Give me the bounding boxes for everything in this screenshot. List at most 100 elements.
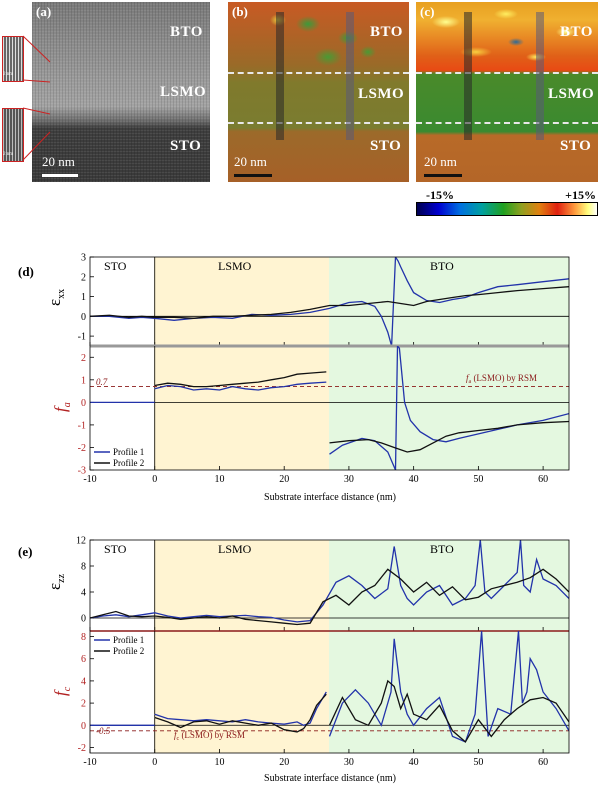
stem-inset-top-scale: 2 nm bbox=[3, 72, 14, 77]
strain-ezz-scale-bar bbox=[424, 174, 462, 177]
e_bottom-xtick-label: 50 bbox=[473, 757, 483, 768]
panel-e-label: (e) bbox=[18, 544, 32, 559]
chart-e-bto-label: BTO bbox=[430, 542, 454, 556]
chart-e-bottom-lines bbox=[90, 631, 569, 743]
d_top-ytick-label: 2 bbox=[81, 272, 86, 283]
chart-e-frame bbox=[89, 539, 570, 754]
chart-e-ref-value: -0.5 bbox=[96, 726, 111, 736]
stem-sto-label: STO bbox=[170, 138, 202, 154]
strain-map-ezz-texture bbox=[416, 2, 598, 72]
profile-2-arrow-b bbox=[346, 12, 354, 140]
strain-map-ezz-interface-bottom bbox=[416, 122, 598, 124]
strain-ezz-scale-label: 20 nm bbox=[424, 154, 457, 169]
e_bottom-xtick-label: 20 bbox=[279, 757, 289, 768]
e_top-ytick-label: 4 bbox=[81, 588, 86, 599]
d_top-ytick-label: -1 bbox=[78, 332, 86, 343]
e_bottom-xtick-label: 30 bbox=[344, 757, 354, 768]
d_bottom-xtick-label: 0 bbox=[152, 474, 157, 485]
strain-ezz-lsmo-label: LSMO bbox=[548, 86, 595, 102]
strain-exx-bto-label: BTO bbox=[370, 24, 403, 40]
stem-inset-connectors bbox=[22, 35, 51, 161]
e_top-series-profile-1 bbox=[90, 540, 569, 623]
e_top-ytick-label: 12 bbox=[76, 536, 86, 547]
e_bottom-xtick-label: 10 bbox=[214, 757, 224, 768]
strain-map-ezz-interface-top bbox=[416, 72, 598, 74]
d_bottom-ytick-label: 0 bbox=[81, 398, 86, 409]
legend-d-profile-2: Profile 2 bbox=[113, 458, 144, 468]
legend-e-profile-1: Profile 1 bbox=[113, 635, 144, 645]
strain-exx-lsmo-label: LSMO bbox=[358, 86, 405, 102]
e_top-ytick-label: 0 bbox=[81, 614, 86, 625]
d_bottom-series-profile-2 bbox=[154, 371, 327, 388]
stem-image bbox=[32, 2, 210, 182]
d_bottom-ytick-label: 2 bbox=[81, 353, 86, 364]
strain-ezz-sto-label: STO bbox=[560, 138, 592, 154]
d_bottom-series-profile-1 bbox=[329, 346, 569, 470]
chart-d-lsmo-region bbox=[154, 257, 329, 470]
chart-e-sto-label: STO bbox=[104, 542, 127, 556]
chart-d-bottom-lines bbox=[90, 346, 569, 470]
chart-d-lsmo-label: LSMO bbox=[218, 259, 252, 273]
e_bottom-ytick-label: 8 bbox=[81, 632, 86, 643]
profile-1-arrow-c bbox=[464, 12, 472, 140]
strain-map-exx-panel: (b) BTO LSMO STO 20 nm bbox=[228, 2, 409, 182]
strain-map-ezz-panel: (c) BTO LSMO STO 20 nm bbox=[416, 2, 598, 182]
d_bottom-xtick-label: 40 bbox=[409, 474, 419, 485]
d_bottom-xtick-label: 60 bbox=[538, 474, 548, 485]
d_top-ytick-label: 3 bbox=[81, 253, 86, 264]
chart-e-lsmo-region bbox=[154, 540, 329, 753]
e_top-series-profile-2 bbox=[90, 568, 569, 626]
chart-d-bto-label: BTO bbox=[430, 259, 454, 273]
chart-e-ref-text: fc (LSMO) by RSM bbox=[174, 730, 245, 742]
panel-d-label: (d) bbox=[18, 264, 34, 279]
strain-map-exx-interface-top bbox=[228, 72, 409, 74]
d_bottom-xtick-label: 20 bbox=[279, 474, 289, 485]
chart-e-bottom-axes: -2 0 2 4 6 8 -10 0 10 20 30 40 50 60 bbox=[78, 631, 569, 768]
strain-colorbar: -15% +15% bbox=[416, 188, 598, 218]
chart-d-frame bbox=[89, 256, 570, 471]
d_bottom-ytick-label: -2 bbox=[78, 443, 86, 454]
chart-d-bto-region bbox=[329, 257, 569, 470]
stem-lsmo-label: LSMO bbox=[160, 84, 207, 100]
profile-1-arrow-b bbox=[276, 12, 284, 140]
d_bottom-xtick-label: 30 bbox=[344, 474, 354, 485]
d_bottom-series-profile-1 bbox=[154, 381, 327, 391]
chart-e-xlabel: Substrate interface distance (nm) bbox=[264, 773, 396, 784]
chart-e-top-ylabel: εzz bbox=[45, 573, 67, 590]
colorbar-min-label: -15% bbox=[426, 188, 454, 202]
strain-ezz-bto-label: BTO bbox=[560, 24, 593, 40]
legend-e-profile-2: Profile 2 bbox=[113, 646, 144, 656]
d_bottom-xtick-label: 50 bbox=[473, 474, 483, 485]
e_bottom-ytick-label: 4 bbox=[81, 676, 86, 687]
d_top-series-profile-2 bbox=[90, 286, 569, 319]
e_bottom-ytick-label: 6 bbox=[81, 654, 86, 665]
chart-d-ref-text: fa (LSMO) by RSM bbox=[466, 373, 537, 385]
e_bottom-series-profile-2 bbox=[328, 679, 569, 743]
stem-scale-bar bbox=[42, 174, 78, 177]
d_bottom-ytick-label: -1 bbox=[78, 420, 86, 431]
e_top-ytick-label: 8 bbox=[81, 562, 86, 573]
chart-d-ref-value: 0.7 bbox=[96, 377, 108, 387]
stem-scale-label: 20 nm bbox=[42, 154, 75, 169]
chart-e-legend: Profile 1 Profile 2 bbox=[94, 635, 144, 656]
profile-2-arrow-c bbox=[536, 12, 544, 140]
chart-e-bottom-ylabel: fc bbox=[51, 686, 73, 696]
e_bottom-xtick-label: 0 bbox=[152, 757, 157, 768]
panel-b-label: (b) bbox=[232, 4, 248, 19]
strain-map-exx-green-patches bbox=[228, 2, 409, 72]
e_bottom-series-profile-2 bbox=[154, 693, 327, 733]
chart-d-xlabel: Substrate interface distance (nm) bbox=[264, 492, 396, 503]
panel-a-label: (a) bbox=[36, 4, 52, 19]
d_bottom-xtick-label: 10 bbox=[214, 474, 224, 485]
strain-map-exx-interface-bottom bbox=[228, 122, 409, 124]
e_bottom-xtick-label: -10 bbox=[83, 757, 96, 768]
d_bottom-series-profile-2 bbox=[329, 420, 569, 453]
strain-exx-scale-bar bbox=[234, 174, 272, 177]
panel-c-label: (c) bbox=[420, 4, 435, 19]
chart-e: (e) STO LSMO BTO 0 4 8 12 -2 0 2 4 6 8 -10 0 10 20 30… bbox=[18, 536, 570, 784]
strain-exx-scale-label: 20 nm bbox=[234, 154, 267, 169]
colorbar-gradient bbox=[416, 202, 598, 216]
